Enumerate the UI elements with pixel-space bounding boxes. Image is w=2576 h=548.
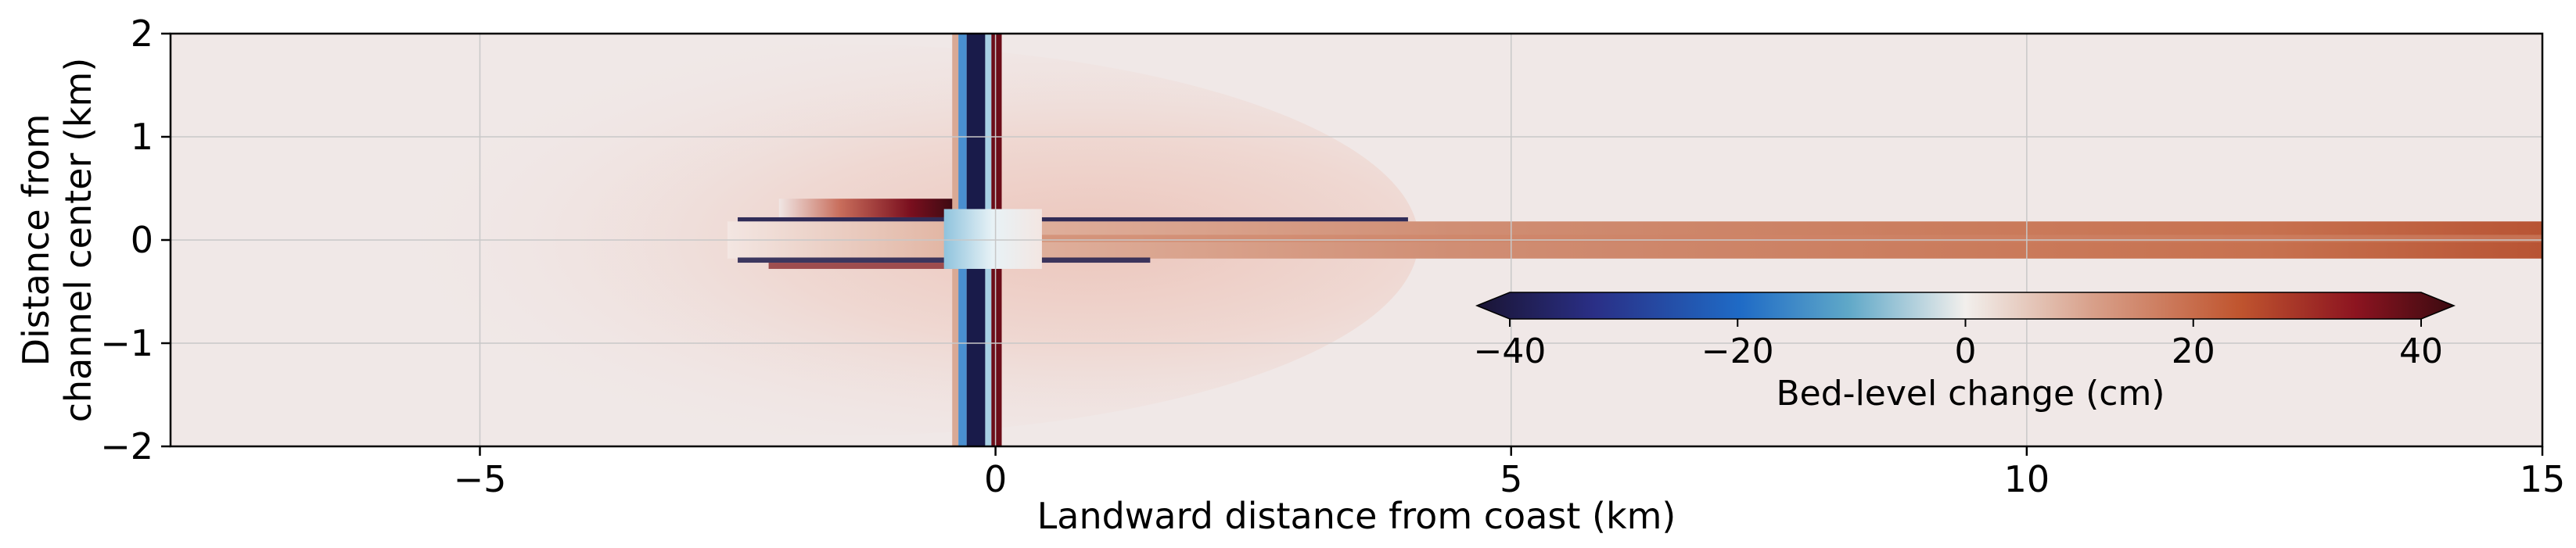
colorbar-tick-label: 20: [2172, 331, 2215, 371]
colorbar-gradient: [1475, 292, 2456, 320]
x-tick-label: 10: [2004, 458, 2050, 500]
channel-centerline: [1005, 235, 2542, 242]
colorbar-tick-label: 40: [2399, 331, 2443, 371]
y-axis-ticks: 2 1 0 −1 −2: [100, 13, 171, 467]
x-tick-label: −5: [454, 458, 507, 500]
colorbar-tick-label: 0: [1955, 331, 1977, 371]
colorbar-tick-label: −20: [1701, 331, 1774, 371]
colorbar: −40 −20 0 20 40 Bed-level change (cm): [1474, 292, 2456, 414]
colorbar-tick-label: −40: [1474, 331, 1547, 371]
deposition-band-north: [778, 199, 954, 217]
x-tick-label: 5: [1500, 458, 1522, 500]
colorbar-ticks: −40 −20 0 20 40: [1474, 319, 2443, 371]
y-tick-label: 2: [131, 13, 153, 55]
y-tick-label: 1: [131, 116, 153, 158]
colorbar-label: Bed-level change (cm): [1777, 374, 2165, 414]
erosion-line-south: [738, 257, 1151, 263]
y-tick-label: 0: [131, 219, 153, 261]
x-tick-label: 15: [2520, 458, 2566, 500]
x-axis-label: Landward distance from coast (km): [1037, 495, 1676, 537]
deposition-band-south: [768, 263, 965, 269]
y-tick-label: −2: [100, 425, 153, 467]
x-tick-label: 0: [984, 458, 1007, 500]
erosion-line-north: [738, 217, 1408, 222]
channel-mouth-core: [943, 209, 1042, 269]
y-tick-label: −1: [100, 322, 153, 364]
y-axis-label-line1: Distance from: [15, 114, 57, 367]
y-axis-label-line2: channel center (km): [57, 58, 99, 423]
x-axis-ticks: −5 0 5 10 15: [454, 446, 2566, 500]
